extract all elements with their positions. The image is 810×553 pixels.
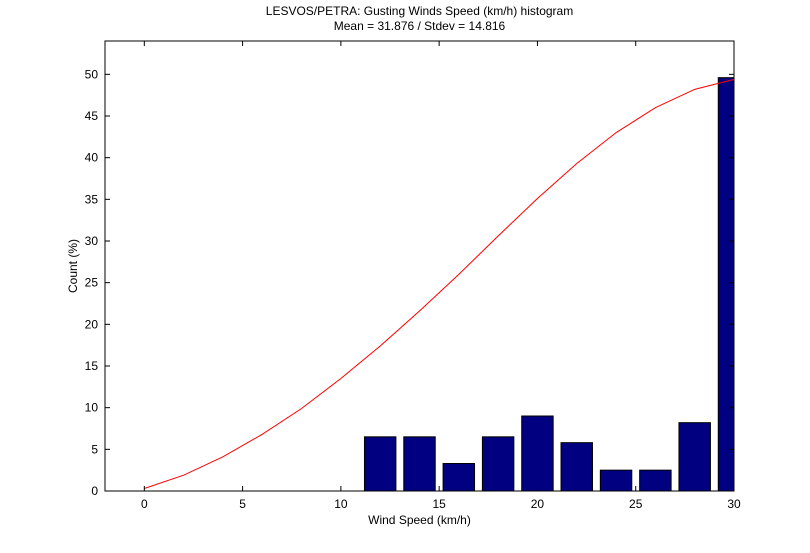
y-tick-label-0: 0 bbox=[91, 484, 98, 498]
y-tick-label-4: 20 bbox=[85, 317, 99, 331]
x-tick-label-1: 5 bbox=[239, 497, 246, 511]
fit-curve-line bbox=[144, 78, 735, 489]
y-tick-label-5: 25 bbox=[85, 276, 99, 290]
y-tick-label-9: 45 bbox=[85, 109, 99, 123]
x-tick-label-3: 15 bbox=[432, 497, 446, 511]
y-tick-label-1: 5 bbox=[91, 442, 98, 456]
histogram-bar-5 bbox=[560, 442, 593, 492]
y-tick-label-8: 40 bbox=[85, 151, 99, 165]
x-tick-label-0: 0 bbox=[141, 497, 148, 511]
x-tick-label-2: 10 bbox=[334, 497, 348, 511]
histogram-bar-6 bbox=[599, 469, 633, 492]
y-tick-label-10: 50 bbox=[85, 67, 99, 81]
histogram-bar-1 bbox=[403, 436, 436, 492]
y-axis-label: Count (%) bbox=[66, 238, 80, 294]
y-tick-label-3: 15 bbox=[85, 359, 99, 373]
y-tick-label-7: 35 bbox=[85, 192, 99, 206]
histogram-bar-3 bbox=[481, 436, 515, 492]
histogram-bar-4 bbox=[521, 415, 554, 492]
y-tick-label-2: 10 bbox=[85, 401, 99, 415]
plot-area bbox=[104, 40, 735, 492]
x-tick-label-4: 20 bbox=[531, 497, 545, 511]
histogram-bar-0 bbox=[363, 436, 397, 492]
x-tick-label-6: 30 bbox=[727, 497, 741, 511]
y-tick-label-6: 30 bbox=[85, 234, 99, 248]
x-tick-label-5: 25 bbox=[629, 497, 643, 511]
x-axis-label: Wind Speed (km/h) bbox=[368, 513, 471, 527]
histogram-bar-7 bbox=[639, 469, 672, 492]
histogram-bar-8 bbox=[678, 422, 711, 492]
chart-subtitle: Mean = 31.876 / Stdev = 14.816 bbox=[333, 19, 506, 33]
histogram-bar-2 bbox=[442, 463, 476, 492]
chart-title: LESVOS/PETRA: Gusting Winds Speed (km/h)… bbox=[265, 4, 574, 18]
histogram-bar-9 bbox=[717, 77, 735, 492]
